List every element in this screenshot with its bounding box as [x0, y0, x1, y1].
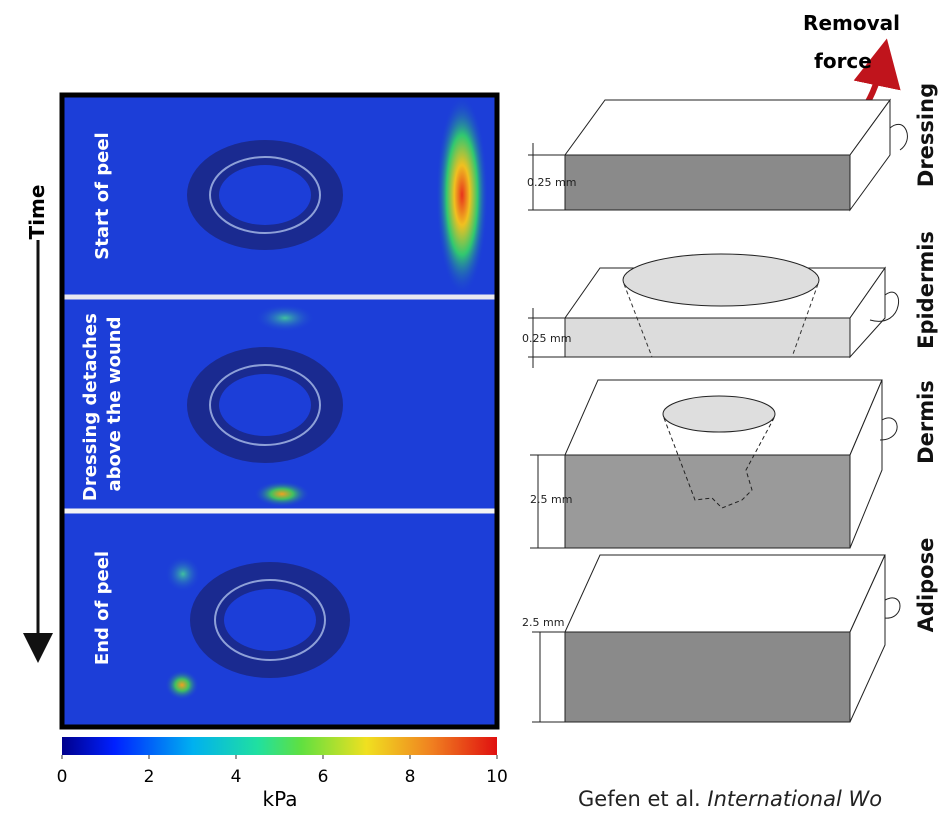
panel-label-line: Dressing detaches	[80, 313, 101, 501]
time-label: Time	[25, 185, 49, 240]
stress-blob	[255, 304, 315, 332]
colorbar-tick-label: 4	[231, 767, 242, 787]
panel-label-line: above the wound	[104, 316, 125, 491]
stress-blob	[254, 481, 310, 507]
brace	[890, 124, 907, 150]
layer-name: Adipose	[914, 538, 938, 633]
colorbar-tick-label: 0	[57, 767, 68, 787]
figure: Start of peel Dressing detaches above th…	[0, 0, 946, 815]
colorbar-tick-label: 6	[318, 767, 329, 787]
stress-blob	[165, 670, 199, 700]
stress-blob	[436, 95, 488, 295]
wound	[219, 165, 311, 225]
simulation-panels: Start of peel Dressing detaches above th…	[62, 95, 497, 727]
panel-label-line: Start of peel	[92, 132, 113, 259]
layer-name: Epidermis	[914, 231, 938, 349]
thickness-label: 2.5 mm	[522, 616, 564, 629]
block-top	[565, 100, 890, 155]
block-front	[565, 455, 850, 548]
colorbar-tick-label: 2	[144, 767, 155, 787]
block-front	[565, 155, 850, 210]
label-line: Removal	[803, 11, 900, 35]
layer-blocks	[565, 100, 907, 722]
colorbar-tick-label: 10	[486, 767, 508, 787]
removal-force-label: Removal force	[803, 11, 907, 73]
block-top	[565, 555, 885, 632]
panel-label-line: End of peel	[92, 551, 113, 665]
citation-journal: International Wo	[707, 787, 882, 811]
wound	[224, 589, 316, 651]
wound	[219, 374, 311, 436]
panel-label: Start of peel	[92, 132, 113, 259]
layer-name: Dressing	[914, 83, 938, 187]
label-line: force	[814, 49, 872, 73]
citation: Gefen et al. International Wo	[578, 787, 882, 811]
thickness-label: 0.25 mm	[527, 176, 576, 189]
panel-label: End of peel	[92, 551, 113, 665]
colorbar	[62, 737, 497, 755]
colorbar-unit: kPa	[263, 787, 298, 811]
colorbar-ticks: 0 2 4 6 8 10	[57, 755, 508, 787]
thickness-label: 2.5 mm	[530, 493, 572, 506]
brace	[885, 598, 900, 618]
colorbar-tick-label: 8	[405, 767, 416, 787]
wound-opening	[623, 254, 819, 306]
brace	[880, 418, 897, 440]
block-front	[565, 632, 850, 722]
wound-opening	[663, 396, 775, 432]
dimension-marks	[528, 143, 565, 722]
thickness-label: 0.25 mm	[522, 332, 571, 345]
stress-blob	[165, 556, 201, 592]
block-front	[565, 318, 850, 357]
citation-authors: Gefen et al.	[578, 787, 707, 811]
layer-name: Dermis	[914, 380, 938, 464]
